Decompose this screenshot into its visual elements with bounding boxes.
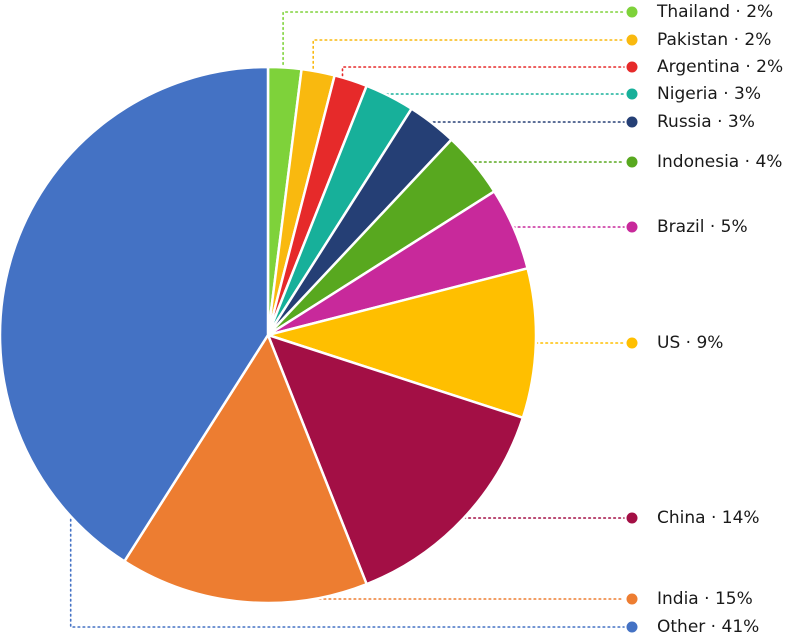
legend-marker-other (626, 621, 638, 633)
legend-percent: 14% (722, 508, 760, 528)
legend-percent: 3% (734, 84, 761, 104)
legend-marker-india (626, 593, 638, 605)
legend-label-china: China · 14% (657, 508, 760, 528)
legend-label-us: US · 9% (657, 333, 723, 353)
legend-percent: 41% (722, 617, 760, 637)
legend-percent: 3% (728, 112, 755, 132)
legend-label-argentina: Argentina · 2% (657, 57, 783, 77)
legend-percent: 2% (744, 30, 771, 50)
legend-category: Brazil (657, 217, 704, 237)
legend-separator: · (740, 57, 756, 77)
legend-category: Pakistan (657, 30, 728, 50)
legend-label-india: India · 15% (657, 589, 753, 609)
legend-percent: 2% (746, 2, 773, 22)
legend-separator: · (739, 152, 755, 172)
legend-marker-indonesia (626, 156, 638, 168)
legend-marker-argentina (626, 61, 638, 73)
leader-line-other (69, 518, 625, 628)
legend-label-indonesia: Indonesia · 4% (657, 152, 782, 172)
legend-percent: 5% (721, 217, 748, 237)
legend-separator: · (718, 84, 734, 104)
pie-slices (0, 65, 538, 605)
legend-category: Indonesia (657, 152, 739, 172)
legend-marker-china (626, 512, 638, 524)
legend-marker-nigeria (626, 88, 638, 100)
legend-marker-pakistan (626, 34, 638, 46)
legend-category: Russia (657, 112, 712, 132)
legend-percent: 2% (756, 57, 783, 77)
legend-separator: · (680, 333, 696, 353)
legend-category: India (657, 589, 699, 609)
legend-separator: · (730, 2, 746, 22)
legend-separator: · (712, 112, 728, 132)
slice-india (123, 333, 368, 605)
legend-percent: 15% (715, 589, 753, 609)
legend-separator: · (699, 589, 715, 609)
slice-china (266, 333, 525, 586)
legend-separator: · (706, 508, 722, 528)
legend-marker-thailand (626, 6, 638, 18)
legend-marker-brazil (626, 221, 638, 233)
legend-category: Nigeria (657, 84, 718, 104)
legend-category: Thailand (656, 2, 730, 22)
legend-label-thailand: Thailand · 2% (656, 2, 773, 22)
leader-line-thailand (282, 11, 625, 96)
slice-other (0, 65, 270, 563)
slice-us (266, 267, 538, 420)
legend-category: Other (657, 617, 705, 637)
legend-separator: · (728, 30, 744, 50)
legend-category: US (657, 333, 680, 353)
legend-label-other: Other · 41% (657, 617, 759, 637)
legend-marker-russia (626, 116, 638, 128)
legend-label-russia: Russia · 3% (657, 112, 755, 132)
legend-marker-us (626, 337, 638, 349)
legend-category: Argentina (657, 57, 740, 77)
legend-category: China (657, 508, 706, 528)
leader-line-argentina (341, 66, 625, 107)
legend-separator: · (704, 217, 720, 237)
legend-separator: · (705, 617, 721, 637)
legend-percent: 4% (755, 152, 782, 172)
legend-label-nigeria: Nigeria · 3% (657, 84, 761, 104)
legend-label-pakistan: Pakistan · 2% (657, 30, 771, 50)
legend-percent: 9% (696, 333, 723, 353)
legend: Thailand · 2%Pakistan · 2%Argentina · 2%… (626, 2, 783, 637)
legend-label-brazil: Brazil · 5% (657, 217, 748, 237)
